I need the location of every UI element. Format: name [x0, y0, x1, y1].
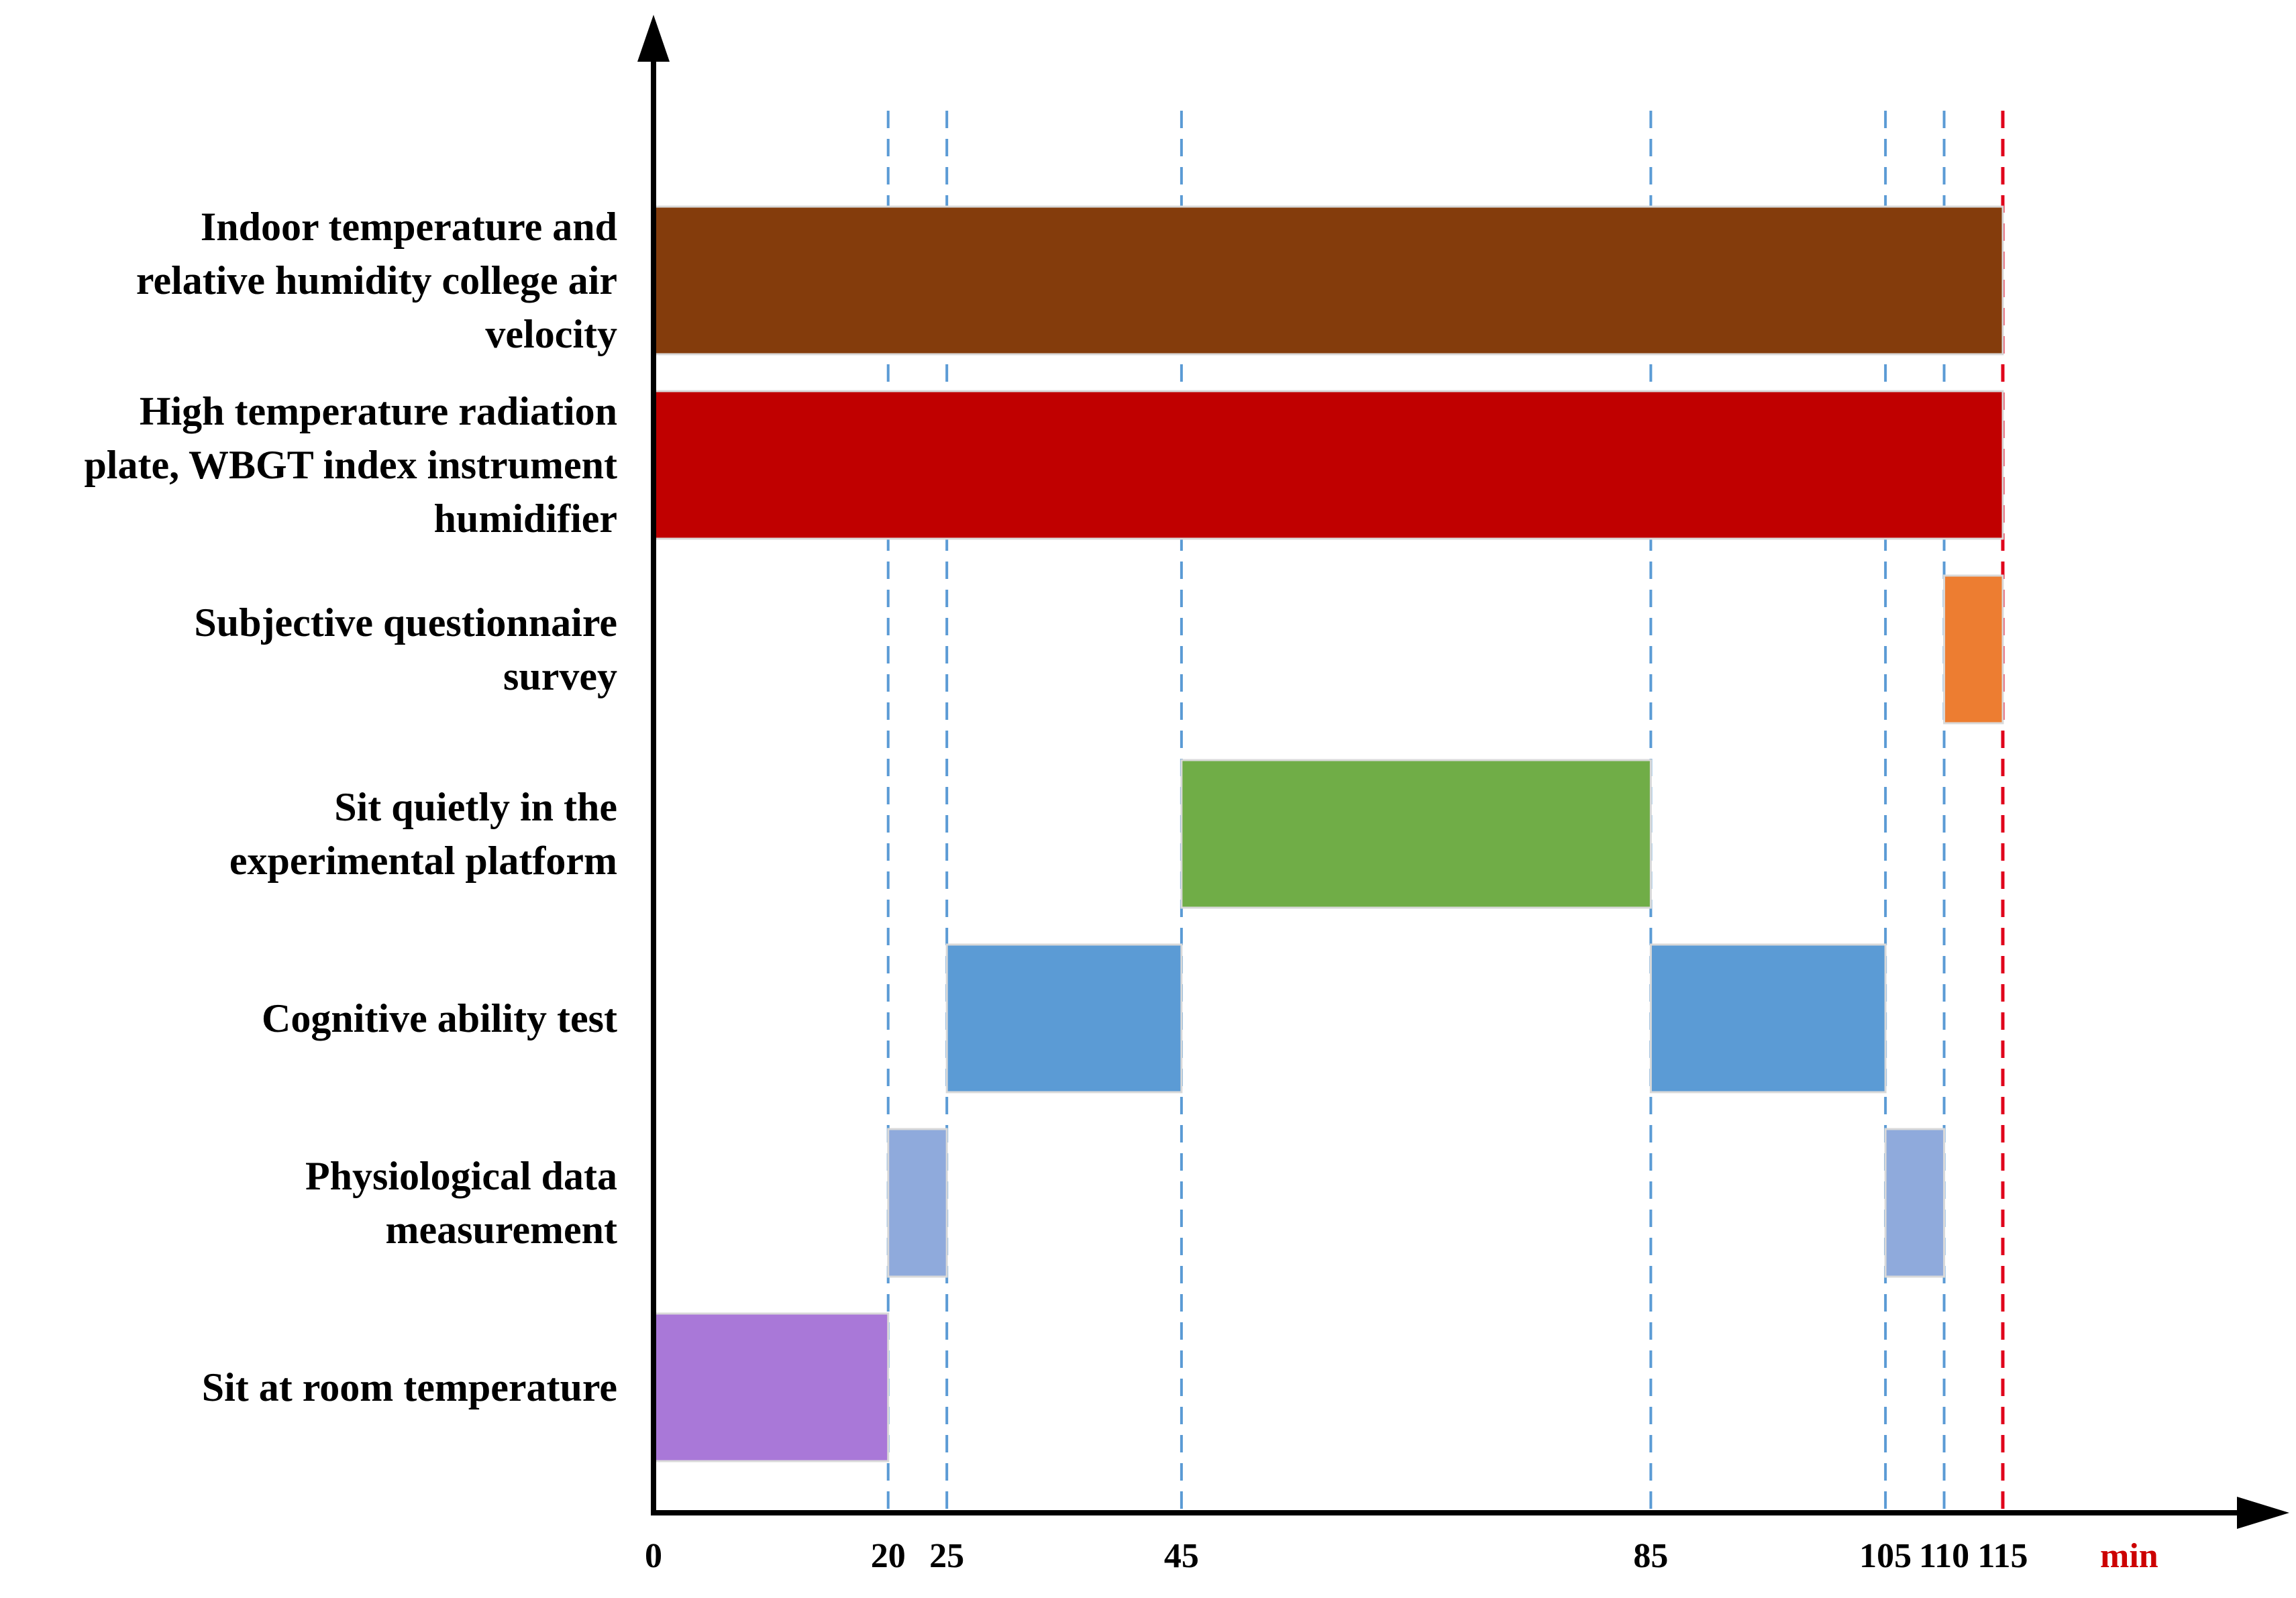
y-axis-arrow — [637, 15, 670, 62]
bar-row-2-segment-1 — [652, 390, 2004, 540]
bar-row-3-segment-1 — [1943, 574, 2004, 725]
x-tick-label: 45 — [1163, 1537, 1199, 1575]
row-label-6: Physiological data measurement — [305, 1154, 617, 1252]
bar-row-4-segment-1 — [1180, 759, 1652, 909]
x-tick-label: 0 — [645, 1537, 662, 1575]
bar-row-5-segment-1 — [945, 943, 1183, 1094]
axes — [637, 15, 2289, 1529]
row-label-3: Subjective questionnaire survey — [194, 600, 617, 698]
bar-row-6-segment-1 — [887, 1128, 948, 1278]
bar-row-7-segment-1 — [652, 1312, 890, 1462]
bar-row-5-segment-2 — [1649, 943, 1887, 1094]
x-axis-arrow — [2237, 1497, 2289, 1529]
row-label-4: Sit quietly in the experimental platform — [229, 785, 617, 883]
x-tick-label: 115 — [1977, 1537, 2028, 1575]
x-tick-label: 105 — [1859, 1537, 1912, 1575]
bar-row-6-segment-2 — [1884, 1128, 1946, 1278]
x-tick-label: 110 — [1918, 1537, 1970, 1575]
bar-row-1-segment-1 — [652, 205, 2004, 356]
row-label-1: Indoor temperature and relative humidity… — [136, 205, 617, 356]
x-tick-label: 25 — [929, 1537, 965, 1575]
row-label-5: Cognitive ability test — [262, 996, 617, 1041]
x-axis-unit-label: min — [2100, 1537, 2158, 1575]
x-tick-label: 85 — [1633, 1537, 1669, 1575]
bars — [652, 205, 2004, 1462]
row-label-7: Sit at room temperature — [201, 1365, 617, 1409]
row-label-2: High temperature radiation plate, WBGT i… — [84, 389, 617, 541]
x-tick-label: 20 — [870, 1537, 906, 1575]
